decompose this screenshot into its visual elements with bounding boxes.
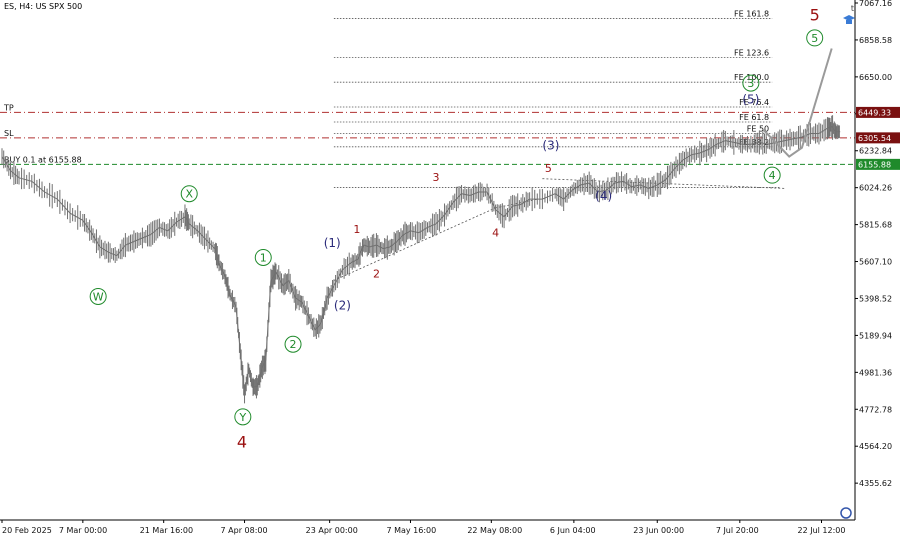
wave-label: 1 — [353, 223, 360, 236]
fib-label: FE 61.8 — [739, 113, 769, 122]
fib-label: FE 100.0 — [734, 73, 769, 82]
x-tick-label: 22 May 08:00 — [467, 526, 522, 535]
x-tick-label: 23 Jun 00:00 — [633, 526, 684, 535]
y-tick-label: 5398.52 — [859, 294, 892, 303]
y-tick-label: 4981.36 — [859, 368, 892, 377]
trendline — [495, 198, 539, 209]
toolbar: t — [851, 4, 854, 13]
x-tick-label: 23 Apr 00:00 — [306, 526, 358, 535]
price-tag-bg — [856, 106, 900, 118]
wave-label: (3) — [542, 138, 559, 152]
x-tick-labels: 20 Feb 2025 7 Mar 00:00 21 Mar 16:00 7 Apr … — [1, 520, 846, 535]
x-tick-label: 7 Jul 20:00 — [716, 526, 759, 535]
graduation-cap-icon[interactable] — [842, 12, 856, 26]
trendlines-layer — [333, 178, 785, 281]
price-tags: 6449.33 6305.54 6155.88 — [856, 106, 900, 170]
trade-levels-layer: TP SL BUY 0.1 at 6155.88 — [0, 103, 855, 165]
chart-header: ES, H4: US SPX 500 — [4, 2, 83, 11]
wave-label-circle — [254, 248, 272, 266]
y-tick-label: 6232.84 — [859, 147, 892, 156]
wave-label: (2) — [334, 299, 351, 313]
y-tick-labels: 7067.166858.586650.006441.426232.846024.… — [855, 0, 892, 488]
wave-label: 5 — [545, 162, 552, 175]
wave-label: (1) — [324, 236, 341, 250]
x-tick-label: 7 May 16:00 — [386, 526, 436, 535]
level-label: SL — [4, 129, 14, 138]
axes-layer — [0, 0, 856, 521]
y-tick-label: 6650.00 — [859, 73, 892, 82]
wave-label: 4 — [492, 227, 499, 240]
y-tick-label: 4355.62 — [859, 479, 892, 488]
wave-label: 3 — [433, 171, 440, 184]
wave-label-circle — [180, 185, 198, 203]
wave-label: 2 — [290, 338, 297, 351]
wave-label: 5 — [811, 32, 818, 45]
price-tag-text: 6155.88 — [858, 160, 891, 169]
wave-label-circle — [806, 29, 824, 47]
price-tag-bg — [856, 132, 900, 144]
y-tick-label: 7067.16 — [859, 0, 892, 8]
wave-labels-layer: 5 5 3 (5) 4 (3) 5 (4) 3 4 1 (1) 2 (2) X 1 W 2 Y 4 — [89, 6, 824, 451]
x-tick-label: 20 Feb 2025 — [2, 526, 52, 535]
y-tick-label: 5815.68 — [859, 221, 892, 230]
y-tick-label: 5607.10 — [859, 258, 892, 267]
wave-label: X — [185, 188, 193, 201]
projection-layer — [762, 48, 833, 158]
fib-label: FE 76.4 — [739, 98, 769, 107]
y-tick-label: 4564.20 — [859, 442, 892, 451]
wave-label: 1 — [260, 251, 267, 264]
x-tick-label: 6 Jun 04:00 — [550, 526, 596, 535]
scroll-circle-icon[interactable] — [840, 507, 852, 519]
trendline — [333, 207, 496, 281]
wave-label-circle — [89, 287, 107, 305]
wave-label-circle — [234, 408, 252, 426]
x-tick-label: 22 Jul 12:00 — [798, 526, 846, 535]
fib-label: FE 50 — [747, 125, 769, 134]
wave-label-circle — [284, 335, 302, 353]
y-tick-label: 5189.94 — [859, 331, 892, 340]
price-tag-bg — [856, 158, 900, 170]
wave-label-circle — [742, 74, 760, 92]
t-label[interactable]: t — [850, 4, 854, 13]
price-tag-text: 6449.33 — [858, 108, 891, 117]
wave-label: (5) — [742, 92, 759, 106]
price-line — [1, 125, 841, 394]
wave-label: Y — [238, 411, 246, 424]
price-tag-text: 6305.54 — [858, 134, 891, 143]
wave-label: W — [93, 290, 104, 303]
fib-label: FE 161.8 — [734, 9, 769, 18]
level-label: TP — [3, 103, 14, 112]
fib-label: FE 123.6 — [734, 48, 769, 57]
wave-projection — [762, 48, 833, 158]
wave-label: 5 — [810, 6, 820, 25]
y-tick-label: 4772.78 — [859, 405, 892, 414]
x-tick-label: 21 Mar 16:00 — [140, 526, 193, 535]
price-series-layer — [1, 115, 841, 404]
fib-levels-layer: FE 161.8 FE 123.6 FE 100.0 FE 76.4 FE 61.8 FE… — [333, 9, 781, 188]
wave-label: 4 — [237, 432, 247, 451]
x-tick-label: 7 Apr 08:00 — [221, 526, 268, 535]
wave-label: 2 — [373, 267, 380, 280]
level-label: BUY 0.1 at 6155.88 — [4, 155, 82, 164]
wave-label-circle — [763, 166, 781, 184]
x-tick-label: 7 Mar 00:00 — [59, 526, 107, 535]
wave-label: 3 — [747, 77, 754, 90]
y-tick-label: 6858.58 — [859, 36, 892, 45]
wave-label: (4) — [595, 189, 612, 203]
wave-label: 4 — [769, 169, 776, 182]
y-tick-label: 6024.26 — [859, 184, 892, 193]
